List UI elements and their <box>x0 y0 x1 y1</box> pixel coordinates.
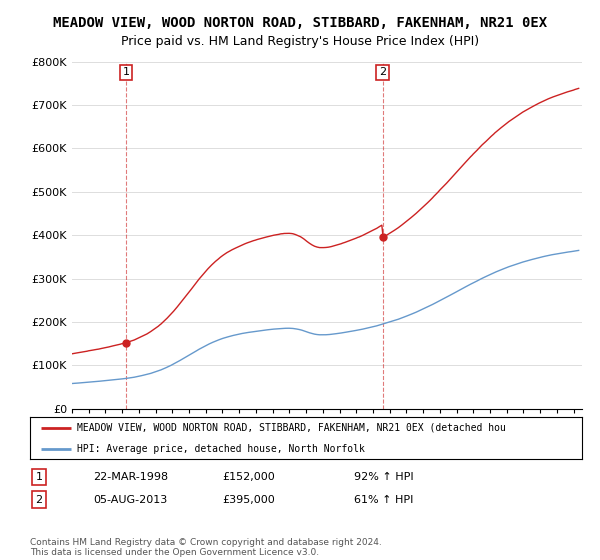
Text: 22-MAR-1998: 22-MAR-1998 <box>93 472 168 482</box>
Text: 1: 1 <box>122 67 130 77</box>
Text: MEADOW VIEW, WOOD NORTON ROAD, STIBBARD, FAKENHAM, NR21 0EX (detached hou: MEADOW VIEW, WOOD NORTON ROAD, STIBBARD,… <box>77 423 506 433</box>
Text: Contains HM Land Registry data © Crown copyright and database right 2024.
This d: Contains HM Land Registry data © Crown c… <box>30 538 382 557</box>
Text: £395,000: £395,000 <box>222 494 275 505</box>
Text: £152,000: £152,000 <box>222 472 275 482</box>
Text: 1: 1 <box>35 472 43 482</box>
Text: 92% ↑ HPI: 92% ↑ HPI <box>354 472 413 482</box>
Text: 2: 2 <box>35 494 43 505</box>
Text: 05-AUG-2013: 05-AUG-2013 <box>93 494 167 505</box>
Text: 2: 2 <box>379 67 386 77</box>
Text: 61% ↑ HPI: 61% ↑ HPI <box>354 494 413 505</box>
Text: MEADOW VIEW, WOOD NORTON ROAD, STIBBARD, FAKENHAM, NR21 0EX: MEADOW VIEW, WOOD NORTON ROAD, STIBBARD,… <box>53 16 547 30</box>
Text: Price paid vs. HM Land Registry's House Price Index (HPI): Price paid vs. HM Land Registry's House … <box>121 35 479 48</box>
Text: HPI: Average price, detached house, North Norfolk: HPI: Average price, detached house, Nort… <box>77 444 365 454</box>
